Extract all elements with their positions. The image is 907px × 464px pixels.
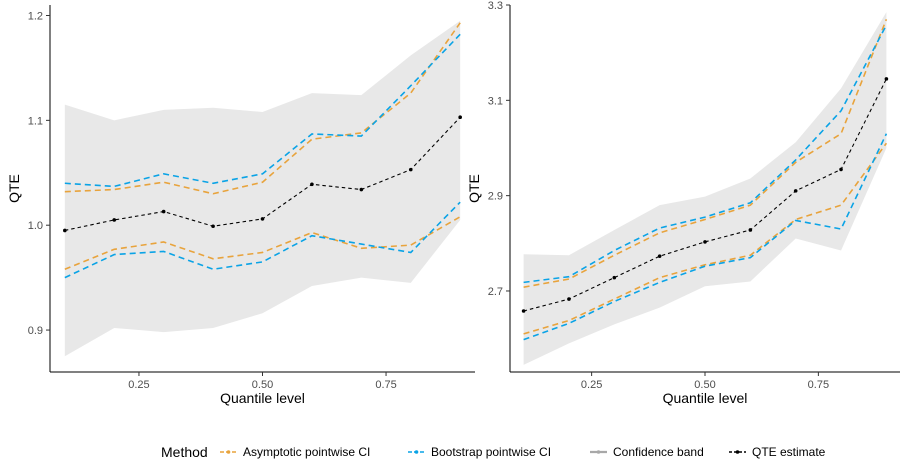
bootstrap-ci-lower-line (64, 201, 461, 279)
qte-estimate-point (793, 189, 798, 193)
qte-estimate-point (310, 182, 314, 187)
legend-item-band: Confidence band (590, 445, 704, 459)
qte-estimate-point (839, 167, 843, 172)
x-tick-label: 0.25 (128, 379, 149, 391)
chart-panel-left: 0.25 0.50 0.75 0.9 1.0 1.1 1.2 Quantile level QT… (6, 5, 475, 406)
legend-title: Method (161, 444, 208, 460)
qte-estimate-point (161, 209, 166, 214)
asymptotic-ci-upper-line (523, 19, 888, 288)
y-tick-label: 3.3 (488, 0, 503, 12)
qte-estimate-point (567, 297, 571, 301)
qte-estimate-point (112, 218, 117, 222)
x-tick-label: 0.25 (581, 379, 602, 391)
asymptotic-ci-lower-line (523, 142, 888, 335)
asymptotic-ci-upper-line (64, 22, 461, 195)
bootstrap-ci-upper-line (523, 24, 888, 284)
legend-item-label: Confidence band (613, 445, 704, 459)
qte-estimate-point (612, 275, 617, 280)
y-axis-title: QTE (6, 174, 22, 203)
qte-estimate-point (408, 167, 413, 172)
asymptotic-ci-lower-line (64, 216, 461, 270)
x-axis-title: Quantile level (220, 390, 305, 406)
legend-key-point (414, 450, 419, 454)
qte-estimate-point (211, 224, 215, 229)
qte-estimate-point (657, 254, 662, 258)
y-tick-label: 1.0 (28, 220, 43, 232)
y-axis-title: QTE (466, 174, 482, 203)
x-tick-label: 0.50 (694, 379, 715, 391)
qte-estimate-point (63, 228, 67, 233)
legend-key-point (226, 450, 231, 454)
qte-estimate-point (458, 115, 462, 119)
qte-estimate-point (260, 217, 265, 221)
y-tick-label: 3.1 (488, 95, 503, 107)
legend-key-point (596, 450, 601, 454)
x-axis-title: Quantile level (663, 390, 748, 406)
chart-panel-right: 0.25 0.50 0.75 2.7 2.9 3.1 3.3 Quantile level QT… (466, 0, 900, 406)
qte-estimate-point (748, 228, 753, 232)
confidence-band-area (523, 12, 887, 365)
x-tick-label: 0.75 (375, 379, 396, 391)
y-tick-label: 1.1 (28, 115, 43, 127)
y-tick-label: 1.2 (28, 10, 43, 22)
legend-item-asym: Asymptotic pointwise CI (220, 445, 370, 459)
legend-item-label: QTE estimate (752, 445, 826, 459)
qte-estimate-line (523, 78, 887, 312)
bootstrap-ci-lower-line (523, 133, 888, 341)
bootstrap-ci-upper-line (64, 33, 461, 188)
legend-item-qte: QTE estimate (729, 445, 826, 459)
x-tick-label: 0.50 (252, 379, 273, 391)
qte-estimate-point (521, 309, 526, 313)
x-tick-label: 0.75 (808, 379, 829, 391)
y-tick-label: 0.9 (28, 325, 43, 337)
y-tick-label: 2.7 (488, 286, 503, 298)
confidence-band-area (64, 20, 461, 357)
qte-estimate-point (359, 187, 364, 192)
legend-item-boot: Bootstrap pointwise CI (408, 445, 551, 459)
chart-legend: Method Asymptotic pointwise CI Bootstrap p… (161, 444, 826, 460)
qte-estimate-point (703, 240, 707, 244)
legend-item-label: Bootstrap pointwise CI (431, 445, 551, 459)
legend-key-point (735, 450, 740, 454)
qte-estimate-point (884, 77, 889, 81)
y-tick-label: 2.9 (488, 191, 503, 203)
legend-item-label: Asymptotic pointwise CI (243, 445, 370, 459)
